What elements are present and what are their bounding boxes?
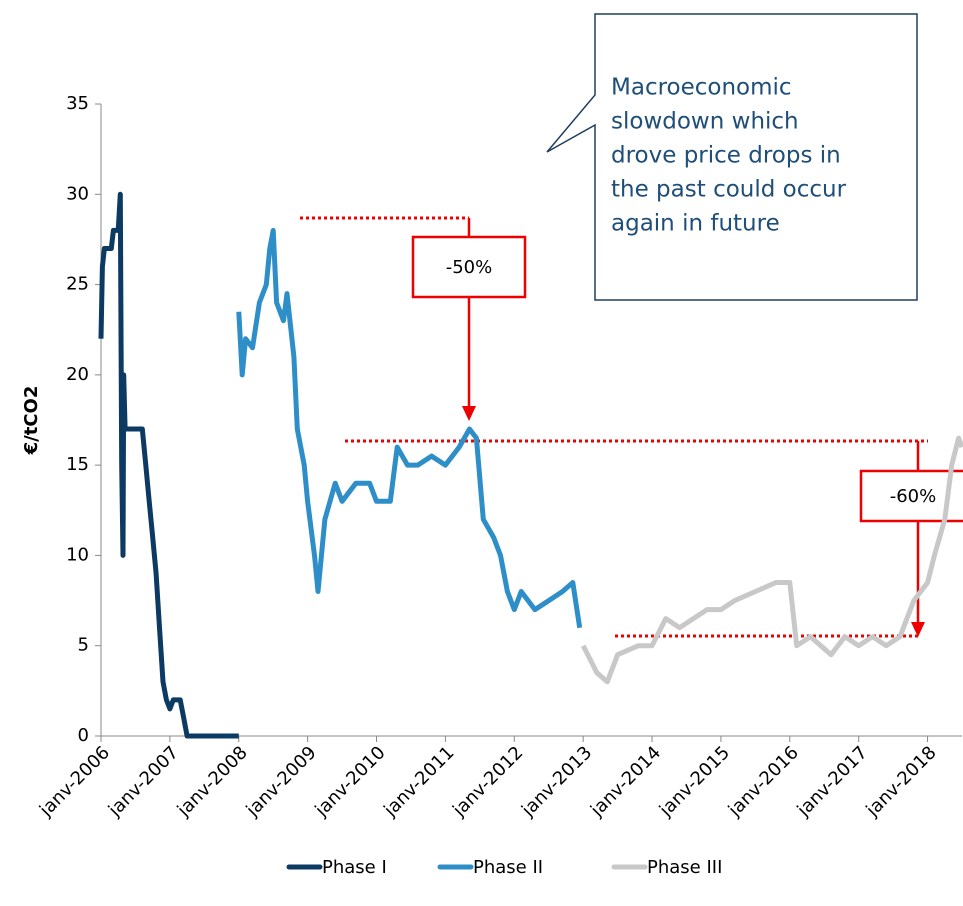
x-tick-label: janv-2008 [173, 742, 252, 821]
y-tick-label: 15 [66, 454, 89, 475]
x-tick-label: janv-2006 [35, 742, 114, 821]
callout [546, 13, 918, 301]
legend-label: Phase I [322, 857, 387, 878]
y-tick-label: 0 [78, 725, 89, 746]
x-tick-label: janv-2007 [104, 742, 183, 821]
callout-text: the past could occur [611, 177, 847, 203]
x-tick-label: janv-2014 [586, 742, 665, 821]
legend-label: Phase III [647, 857, 722, 878]
x-tick-label: janv-2009 [242, 742, 321, 821]
drop-label: -50% [446, 257, 493, 278]
x-tick-label: janv-2016 [724, 742, 803, 821]
y-tick-label: 20 [66, 364, 89, 385]
y-tick-label: 35 [66, 93, 89, 114]
legend-label: Phase II [473, 857, 543, 878]
x-tick-label: janv-2015 [655, 742, 734, 821]
x-tick-label: janv-2012 [448, 742, 527, 821]
y-tick-label: 10 [66, 544, 89, 565]
series-line [98, 191, 239, 739]
series-line [580, 435, 963, 685]
callout-box [546, 13, 918, 301]
drop-label: -60% [890, 486, 937, 507]
y-tick-label: 25 [66, 274, 89, 295]
x-tick-label: janv-2011 [379, 742, 458, 821]
callout-text: drove price drops in [611, 143, 841, 169]
arrow-head [462, 406, 476, 421]
y-tick-label: 5 [78, 635, 89, 656]
arrow-head [911, 622, 925, 637]
x-tick-label: janv-2018 [861, 742, 940, 821]
annotation-lines [300, 216, 963, 638]
x-tick-label: janv-2013 [517, 742, 596, 821]
callout-text: again in future [611, 211, 780, 237]
x-tick-label: janv-2010 [310, 742, 389, 821]
drop-box [411, 235, 527, 299]
callout-text: slowdown which [611, 109, 799, 135]
x-tick-label: janv-2017 [793, 742, 872, 821]
y-axis-label: €/tCO2 [21, 386, 42, 456]
callout-text: Macroeconomic [611, 75, 792, 101]
y-tick-label: 30 [66, 183, 89, 204]
series-line [236, 227, 583, 629]
